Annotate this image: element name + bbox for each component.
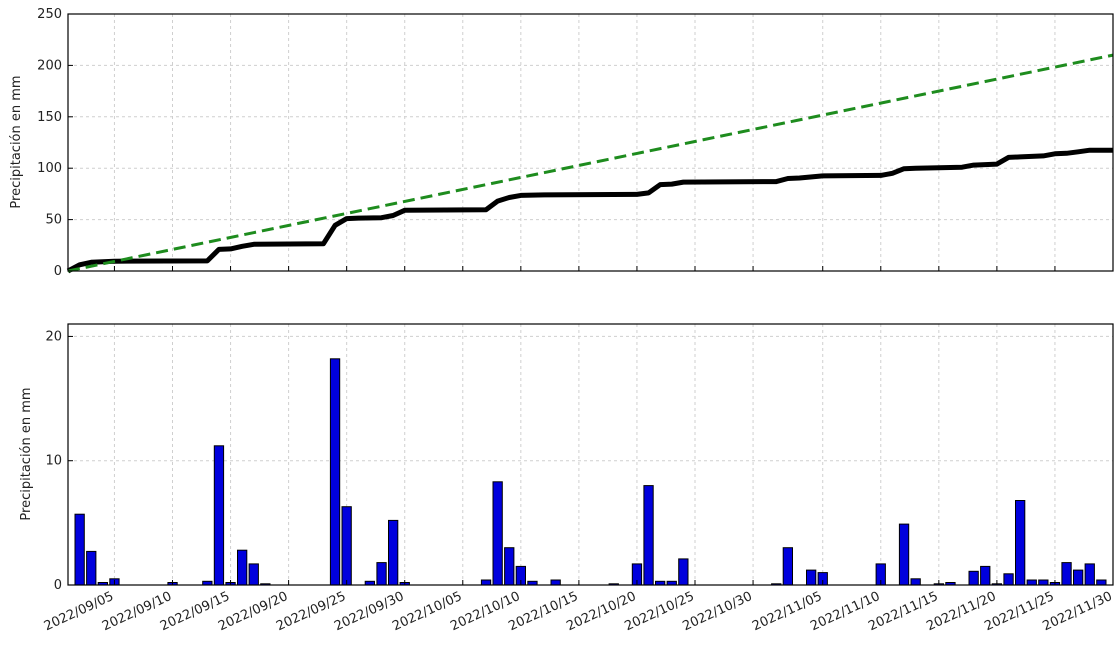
precipitation-bar: [1026, 579, 1037, 586]
top-y-tick-label: 50: [45, 213, 62, 228]
top-y-tick-label: 150: [37, 110, 62, 125]
top-plot-frame: [67, 13, 1114, 272]
top-y-tick-label: 200: [37, 58, 62, 73]
top-y-axis-title: Precipitación en mm: [9, 75, 24, 208]
precipitation-bar: [1003, 573, 1014, 586]
top-series-group: [66, 53, 1114, 274]
precipitation-bar: [248, 563, 259, 586]
precipitation-bar: [910, 578, 921, 586]
precipitation-bar: [388, 519, 399, 586]
precipitation-bar: [1015, 500, 1026, 586]
bottom-plot-frame: [67, 323, 1114, 586]
top-y-tick-label: 0: [54, 264, 62, 279]
precipitation-bar: [1038, 579, 1049, 586]
precipitation-bar: [480, 579, 492, 586]
precipitation-bar: [968, 570, 979, 586]
precipitation-bar: [806, 569, 817, 586]
bottom-x-ticks: 2022/09/052022/09/102022/09/152022/09/20…: [42, 580, 1115, 634]
bottom-y-tick-label: 0: [54, 578, 62, 593]
precipitation-bar: [1096, 579, 1107, 586]
precipitation-bar: [980, 565, 991, 586]
precipitation-bar: [86, 550, 97, 586]
top-y-ticks: 0 50 100 150 200 250: [37, 7, 1114, 279]
bottom-y-axis-title: Precipitación en mm: [19, 387, 34, 520]
precipitation-bar: [678, 558, 689, 586]
precipitation-bar: [74, 513, 85, 586]
precipitation-bar: [341, 506, 352, 586]
precipitation-bar: [550, 579, 561, 586]
precipitation-bar: [1084, 563, 1095, 586]
precipitation-bar: [329, 358, 341, 586]
bottom-y-tick-label: 20: [45, 329, 62, 344]
precipitation-bar: [1061, 562, 1072, 586]
expected-precipitation-line: [67, 53, 1114, 273]
bottom-bars-group: [74, 358, 1107, 586]
bottom-grid: [68, 324, 1114, 586]
top-y-tick-label: 100: [37, 161, 62, 176]
top-y-tick-label: 250: [37, 7, 62, 22]
precipitation-bar: [898, 523, 910, 586]
precipitation-bar: [643, 485, 654, 586]
precipitation-bar: [504, 547, 515, 586]
bottom-y-ticks: 0 10 20: [45, 329, 73, 593]
daily-precipitation-plot: 0 10 20 2022/09/052022/09/102022/09/152022…: [19, 323, 1115, 634]
precipitation-bar: [782, 547, 794, 586]
precipitation-bar: [1073, 569, 1084, 586]
precipitation-bar: [237, 549, 248, 586]
cumulative-precipitation-line: [66, 147, 1113, 274]
precipitation-bar: [492, 481, 503, 586]
cumulative-precipitation-plot: 0 50 100 150 200 250 Precipitación en mm: [9, 7, 1114, 279]
precipitation-bar: [213, 445, 225, 586]
top-grid: [68, 13, 1114, 272]
bottom-y-tick-label: 10: [45, 454, 62, 469]
precipitation-bar: [376, 562, 387, 586]
